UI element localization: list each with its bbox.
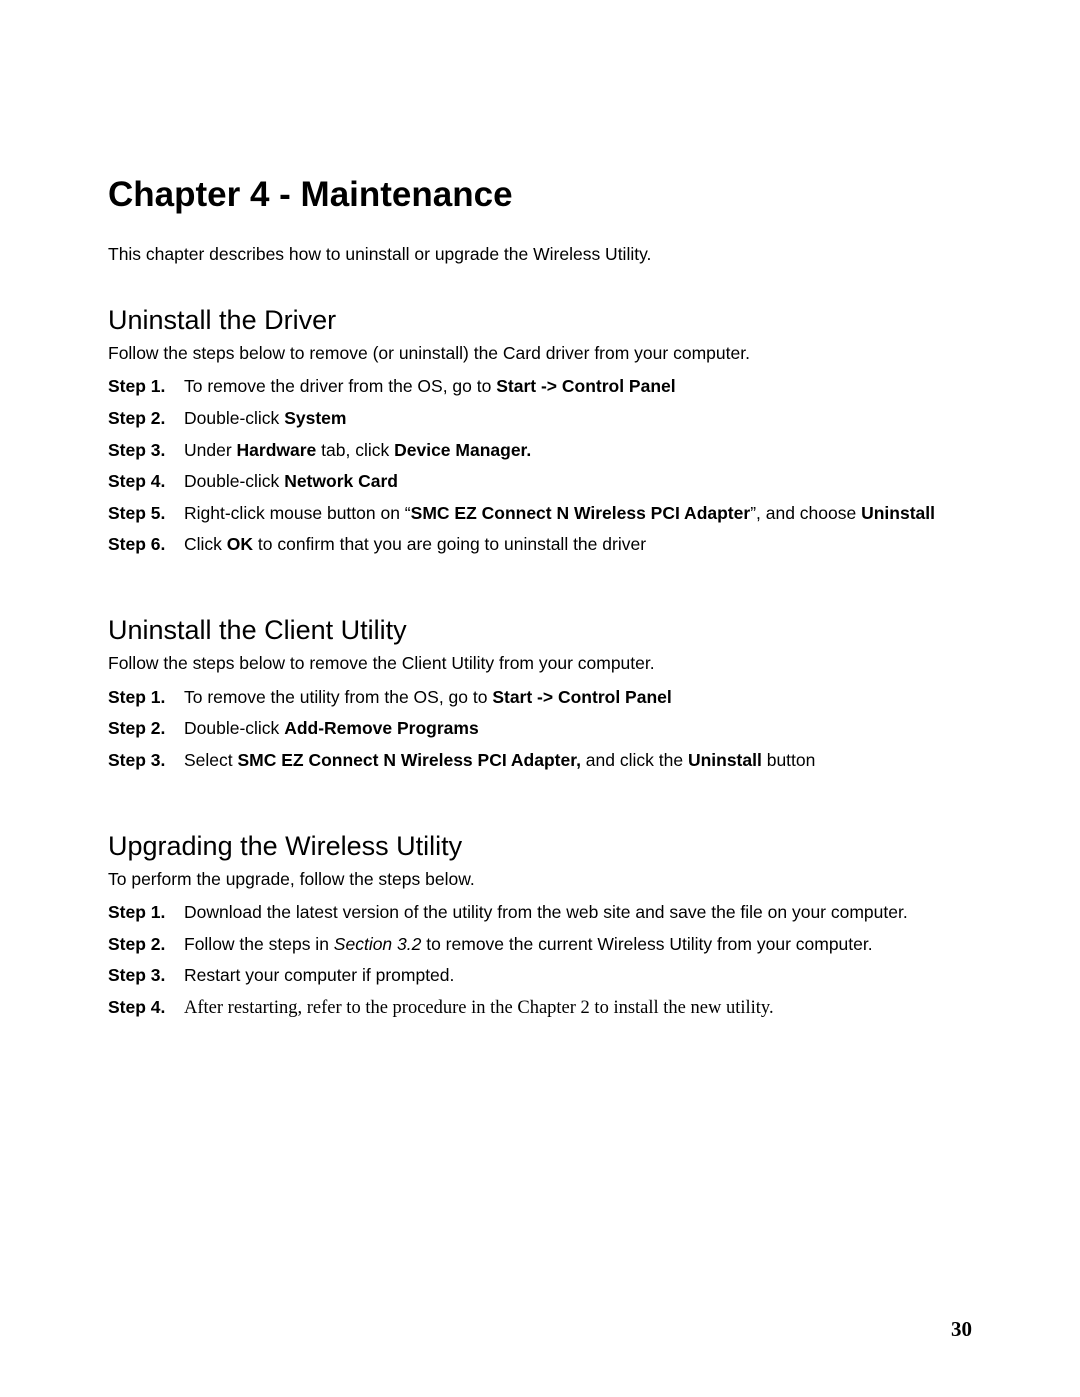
step-row: Step 3.Select SMC EZ Connect N Wireless … bbox=[108, 749, 972, 773]
chapter-title: Chapter 4 - Maintenance bbox=[108, 175, 972, 215]
step-label: Step 5. bbox=[108, 502, 184, 526]
step-row: Step 2.Double-click System bbox=[108, 407, 972, 431]
steps-list: Step 1.To remove the driver from the OS,… bbox=[108, 375, 972, 557]
step-label: Step 2. bbox=[108, 407, 184, 431]
section: Uninstall the Client Utility Follow the s… bbox=[108, 615, 972, 773]
step-label: Step 3. bbox=[108, 749, 184, 773]
step-row: Step 5.Right-click mouse button on “SMC … bbox=[108, 502, 972, 526]
step-label: Step 1. bbox=[108, 686, 184, 710]
section-intro: Follow the steps below to remove the Cli… bbox=[108, 652, 972, 676]
sections-container: Uninstall the Driver Follow the steps bel… bbox=[108, 305, 972, 1021]
step-text: Right-click mouse button on “SMC EZ Conn… bbox=[184, 502, 972, 526]
step-label: Step 2. bbox=[108, 717, 184, 741]
chapter-intro: This chapter describes how to uninstall … bbox=[108, 243, 972, 267]
step-row: Step 2.Double-click Add-Remove Programs bbox=[108, 717, 972, 741]
step-row: Step 6.Click OK to confirm that you are … bbox=[108, 533, 972, 557]
step-text: After restarting, refer to the procedure… bbox=[184, 996, 972, 1021]
step-label: Step 3. bbox=[108, 439, 184, 463]
step-label: Step 1. bbox=[108, 375, 184, 399]
step-text: Double-click System bbox=[184, 407, 972, 431]
steps-list: Step 1.To remove the utility from the OS… bbox=[108, 686, 972, 773]
step-label: Step 6. bbox=[108, 533, 184, 557]
step-text: Double-click Network Card bbox=[184, 470, 972, 494]
section: Uninstall the Driver Follow the steps bel… bbox=[108, 305, 972, 557]
section-heading: Uninstall the Client Utility bbox=[108, 615, 972, 646]
step-row: Step 3.Under Hardware tab, click Device … bbox=[108, 439, 972, 463]
step-text: To remove the driver from the OS, go to … bbox=[184, 375, 972, 399]
step-row: Step 4.After restarting, refer to the pr… bbox=[108, 996, 972, 1021]
step-text: Under Hardware tab, click Device Manager… bbox=[184, 439, 972, 463]
step-row: Step 3.Restart your computer if prompted… bbox=[108, 964, 972, 988]
section-heading: Upgrading the Wireless Utility bbox=[108, 831, 972, 862]
step-row: Step 1.To remove the driver from the OS,… bbox=[108, 375, 972, 399]
step-text: Double-click Add-Remove Programs bbox=[184, 717, 972, 741]
step-label: Step 4. bbox=[108, 470, 184, 494]
step-row: Step 1.To remove the utility from the OS… bbox=[108, 686, 972, 710]
step-label: Step 2. bbox=[108, 933, 184, 957]
step-text: Download the latest version of the utili… bbox=[184, 901, 972, 925]
section-intro: To perform the upgrade, follow the steps… bbox=[108, 868, 972, 892]
document-page: Chapter 4 - Maintenance This chapter des… bbox=[0, 0, 1080, 1397]
step-text: Restart your computer if prompted. bbox=[184, 964, 972, 988]
step-text: Select SMC EZ Connect N Wireless PCI Ada… bbox=[184, 749, 972, 773]
section-heading: Uninstall the Driver bbox=[108, 305, 972, 336]
step-text: Follow the steps in Section 3.2 to remov… bbox=[184, 933, 972, 957]
step-row: Step 4.Double-click Network Card bbox=[108, 470, 972, 494]
step-text: To remove the utility from the OS, go to… bbox=[184, 686, 972, 710]
step-label: Step 4. bbox=[108, 996, 184, 1020]
page-number: 30 bbox=[951, 1317, 972, 1342]
steps-list: Step 1.Download the latest version of th… bbox=[108, 901, 972, 1021]
section: Upgrading the Wireless Utility To perform… bbox=[108, 831, 972, 1021]
step-row: Step 1.Download the latest version of th… bbox=[108, 901, 972, 925]
step-label: Step 1. bbox=[108, 901, 184, 925]
step-text: Click OK to confirm that you are going t… bbox=[184, 533, 972, 557]
step-label: Step 3. bbox=[108, 964, 184, 988]
step-row: Step 2.Follow the steps in Section 3.2 t… bbox=[108, 933, 972, 957]
section-intro: Follow the steps below to remove (or uni… bbox=[108, 342, 972, 366]
